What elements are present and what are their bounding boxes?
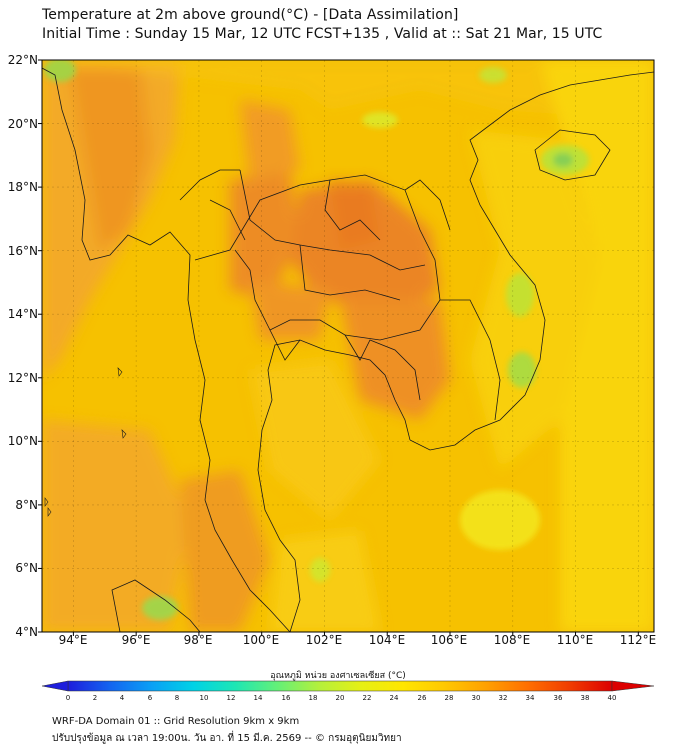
lat-tick-label: 4°N [15, 625, 38, 639]
colorbar-tick: 36 [553, 694, 563, 702]
colorbar-tick: 40 [607, 694, 617, 702]
lat-tick-label: 8°N [15, 498, 38, 512]
country-borders [42, 67, 654, 632]
lon-tick-label: 108°E [493, 633, 531, 647]
colorbar-tick: 28 [444, 694, 454, 702]
colorbar-tick: 8 [174, 694, 180, 702]
lat-tick-label: 6°N [15, 561, 38, 575]
chart-subtitle: Initial Time : Sunday 15 Mar, 12 UTC FCS… [42, 26, 603, 42]
lon-tick-label: 110°E [556, 633, 594, 647]
lon-tick-label: 104°E [368, 633, 406, 647]
colorbar-tick: 38 [580, 694, 590, 702]
colorbar-title: อุณหภูมิ หน่วย องศาเซลเซียส (°C) [270, 671, 406, 681]
lon-tick-label: 112°E [619, 633, 657, 647]
map-gridlines [42, 60, 654, 632]
lon-tick-label: 96°E [121, 633, 151, 647]
colorbar-tick: 34 [525, 694, 535, 702]
colorbar [41, 680, 655, 692]
lat-tick-label: 12°N [7, 371, 38, 385]
colorbar-tick: 10 [199, 694, 209, 702]
footer-update-info: ปรับปรุงข้อมูล ณ เวลา 19:00น. วัน อา. ที… [52, 733, 402, 744]
colorbar-min-arrow [41, 680, 69, 692]
colorbar-tick: 24 [389, 694, 399, 702]
colorbar-tick: 18 [308, 694, 318, 702]
axis-ticks [38, 59, 639, 636]
lon-tick-label: 98°E [183, 633, 213, 647]
colorbar-tick: 4 [119, 694, 125, 702]
colorbar-tick: 0 [65, 694, 71, 702]
footer-model-info: WRF-DA Domain 01 :: Grid Resolution 9km … [52, 716, 300, 727]
colorbar-tick: 22 [362, 694, 372, 702]
lat-tick-label: 22°N [7, 53, 38, 67]
colorbar-tick: 12 [226, 694, 236, 702]
lat-tick-label: 18°N [7, 180, 38, 194]
map-frame [41, 59, 655, 633]
lat-tick-label: 14°N [7, 307, 38, 321]
lat-tick-label: 10°N [7, 434, 38, 448]
temperature-field [42, 60, 654, 632]
chart-title: Temperature at 2m above ground(°C) - [Da… [42, 7, 459, 23]
colorbar-tick: 2 [92, 694, 98, 702]
colorbar-tick: 14 [253, 694, 263, 702]
lat-tick-label: 20°N [7, 117, 38, 131]
lon-tick-label: 100°E [242, 633, 280, 647]
lon-tick-label: 106°E [430, 633, 468, 647]
colorbar-tick: 32 [498, 694, 508, 702]
colorbar-max-arrow [611, 680, 655, 692]
colorbar-tick: 30 [471, 694, 481, 702]
lon-tick-label: 102°E [305, 633, 343, 647]
colorbar-tick: 20 [335, 694, 345, 702]
islands [44, 367, 127, 517]
lon-tick-label: 94°E [58, 633, 88, 647]
colorbar-gradient [67, 680, 613, 692]
colorbar-tick: 26 [417, 694, 427, 702]
lat-tick-label: 16°N [7, 244, 38, 258]
colorbar-tick: 16 [281, 694, 291, 702]
colorbar-tick: 6 [147, 694, 153, 702]
